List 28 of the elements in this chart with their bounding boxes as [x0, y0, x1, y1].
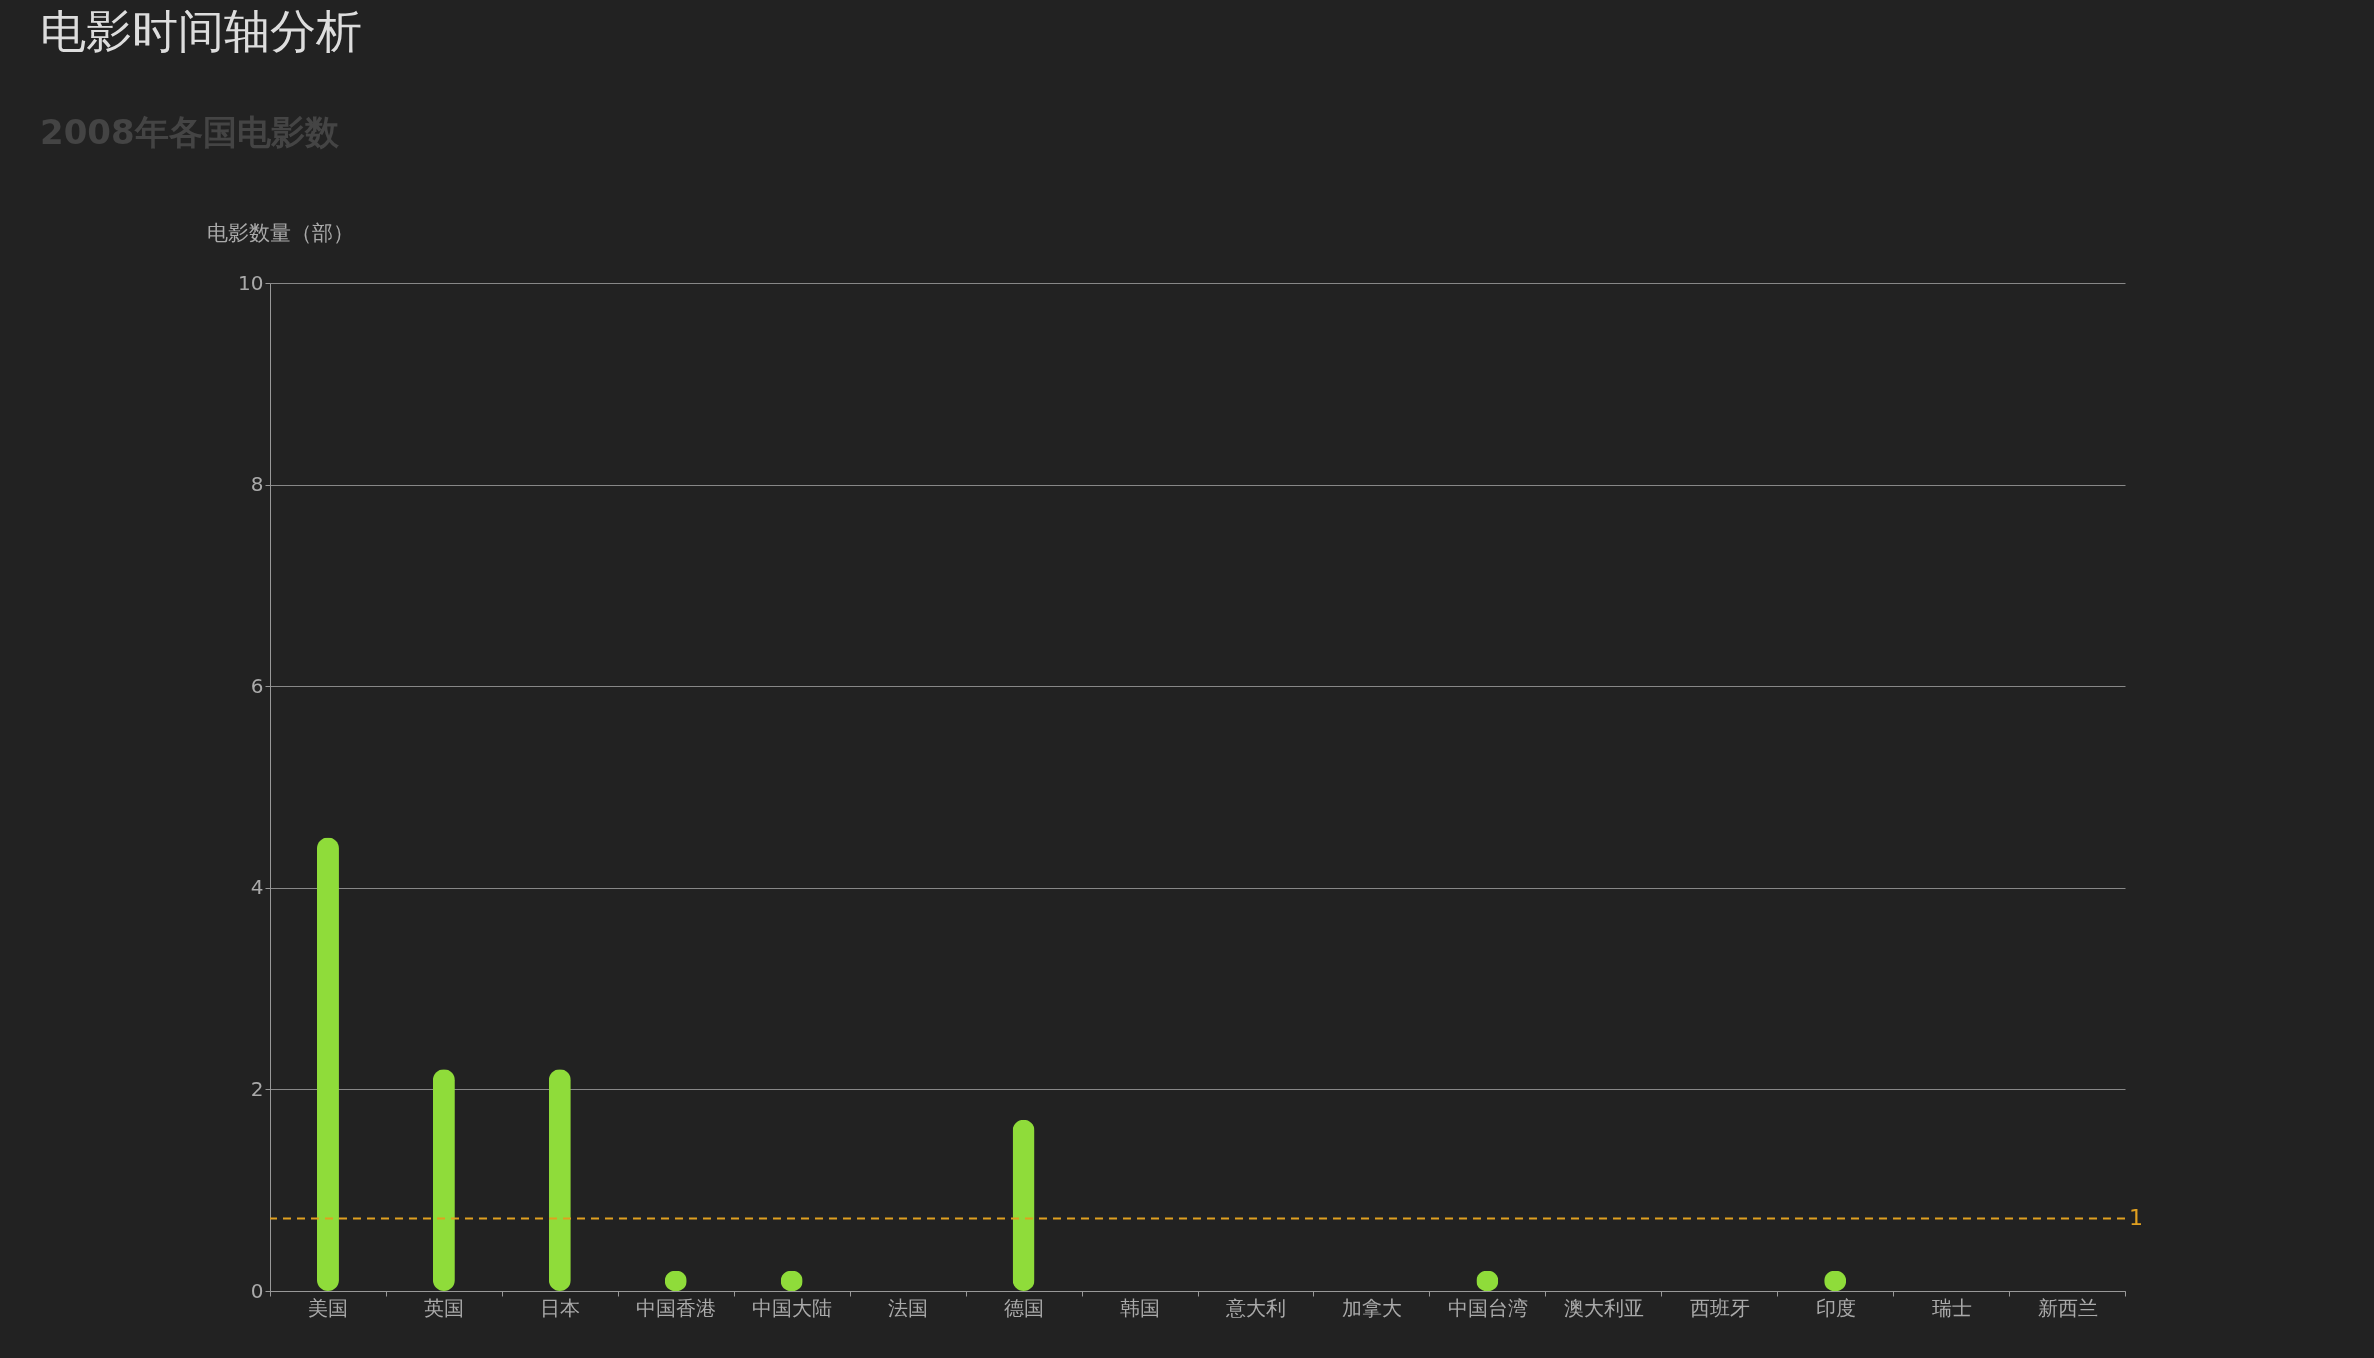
x-tick-label: 德国	[1004, 1295, 1045, 1320]
x-tick-label: 西班牙	[1689, 1295, 1750, 1320]
x-tick-label: 中国香港	[636, 1295, 717, 1320]
x-tick-label: 新西兰	[2037, 1295, 2098, 1320]
bar	[432, 1069, 455, 1291]
y-tick-label: 8	[250, 472, 264, 497]
x-tick-label: 加拿大	[1341, 1295, 1402, 1320]
x-tick-label: 澳大利亚	[1563, 1295, 1644, 1320]
x-tick-label: 法国	[888, 1295, 929, 1320]
y-axis-title: 电影数量（部）	[207, 220, 354, 245]
bar	[316, 837, 339, 1291]
bar	[1012, 1119, 1035, 1291]
x-tick-label: 瑞士	[1931, 1295, 1972, 1320]
y-tick-label: 2	[250, 1076, 264, 1101]
x-tick-label: 中国台湾	[1447, 1295, 1528, 1320]
y-tick-label: 4	[250, 875, 264, 900]
y-tick-label: 6	[250, 673, 264, 698]
x-tick-label: 日本	[540, 1295, 581, 1320]
y-tick-label: 10	[238, 270, 264, 295]
x-tick-label: 中国大陆	[752, 1295, 833, 1320]
ref-line-label: 1	[2129, 1205, 2143, 1231]
x-tick-label: 意大利	[1224, 1295, 1286, 1320]
bar	[548, 1069, 571, 1291]
x-tick-label: 英国	[424, 1295, 465, 1320]
x-tick-label: 韩国	[1120, 1295, 1161, 1320]
x-tick-label: 美国	[308, 1295, 349, 1320]
x-tick-label: 印度	[1815, 1295, 1856, 1320]
y-tick-label: 0	[250, 1278, 264, 1303]
